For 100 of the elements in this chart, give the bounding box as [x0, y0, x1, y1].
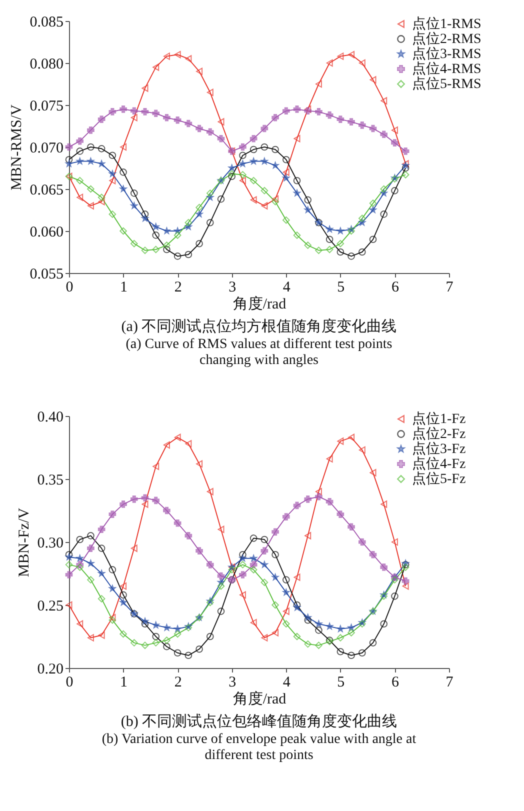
point	[184, 120, 192, 128]
point	[358, 214, 366, 222]
point	[294, 134, 300, 142]
point	[369, 124, 377, 132]
point	[76, 554, 84, 562]
point	[108, 616, 116, 624]
x-tick-label: 6	[391, 280, 400, 296]
y-tick-label: 0.075	[30, 98, 64, 114]
point	[217, 572, 225, 580]
point	[250, 176, 258, 184]
point	[98, 160, 106, 167]
point	[402, 148, 410, 155]
point	[141, 214, 149, 222]
point	[391, 538, 398, 546]
point	[337, 52, 344, 60]
point	[348, 624, 355, 631]
point	[184, 652, 192, 660]
x-tick-label: 2	[174, 280, 182, 296]
point	[87, 634, 94, 642]
point	[108, 584, 116, 592]
point	[369, 206, 377, 214]
point	[293, 604, 301, 611]
point	[109, 176, 116, 184]
point	[315, 626, 322, 634]
point	[326, 622, 334, 630]
point	[87, 143, 94, 151]
point	[98, 632, 105, 639]
point	[293, 190, 301, 196]
y-tick-label: 0.25	[37, 598, 64, 614]
point	[326, 455, 333, 462]
point	[163, 242, 170, 249]
y-tick-label: 0.20	[37, 662, 64, 678]
point	[163, 624, 170, 631]
point	[163, 114, 170, 122]
point	[206, 128, 214, 136]
x-tick-label: 4	[282, 674, 291, 690]
point	[196, 68, 203, 76]
point	[185, 440, 192, 448]
legend-label: 点位4-Fz	[412, 456, 466, 472]
point	[358, 248, 366, 256]
point	[293, 232, 301, 239]
point	[402, 564, 410, 571]
point	[239, 143, 246, 151]
point	[315, 80, 322, 88]
point	[282, 107, 290, 115]
point	[293, 632, 301, 640]
point	[152, 223, 160, 230]
point	[239, 591, 246, 599]
point	[218, 118, 224, 126]
x-tick-label: 1	[120, 674, 128, 690]
point	[76, 620, 84, 628]
point	[206, 632, 214, 640]
legend-label: 点位4-RMS	[412, 61, 482, 77]
point	[98, 116, 106, 123]
point	[336, 634, 344, 642]
point	[152, 64, 160, 71]
point	[218, 526, 224, 534]
point	[370, 76, 376, 84]
point	[282, 513, 290, 520]
point	[206, 190, 214, 197]
point	[163, 227, 170, 234]
point	[336, 510, 344, 518]
y-tick-label: 0.30	[37, 536, 64, 552]
point	[142, 84, 148, 92]
y-tick-label: 0.070	[30, 140, 64, 156]
point	[326, 226, 334, 232]
y-axis-title: MBN-RMS/V	[8, 104, 25, 190]
point	[184, 218, 192, 226]
point	[152, 632, 160, 640]
point	[282, 576, 290, 584]
point	[87, 158, 94, 164]
point	[272, 629, 279, 636]
point	[239, 561, 246, 568]
point	[250, 566, 258, 574]
point	[293, 106, 301, 113]
point	[196, 240, 203, 248]
legend-label: 点位2-Fz	[412, 426, 466, 442]
y-tick-label: 0.060	[30, 224, 64, 240]
point	[391, 126, 398, 134]
point	[260, 536, 268, 544]
point	[98, 526, 106, 534]
point	[76, 137, 84, 145]
point	[348, 118, 355, 126]
point	[163, 246, 170, 254]
point	[196, 124, 203, 132]
point	[206, 561, 214, 568]
y-tick-label: 0.080	[30, 56, 64, 72]
point	[304, 196, 312, 204]
point	[304, 206, 312, 214]
point	[391, 576, 398, 584]
legend-label: 点位3-RMS	[412, 46, 482, 62]
point	[282, 174, 290, 182]
x-tick-label: 7	[446, 674, 454, 690]
point	[282, 216, 290, 224]
point	[120, 185, 127, 192]
point	[239, 160, 246, 167]
point	[130, 639, 138, 646]
point	[98, 145, 106, 152]
x-axis-title: 角度/rad	[232, 690, 287, 708]
point	[87, 560, 94, 566]
